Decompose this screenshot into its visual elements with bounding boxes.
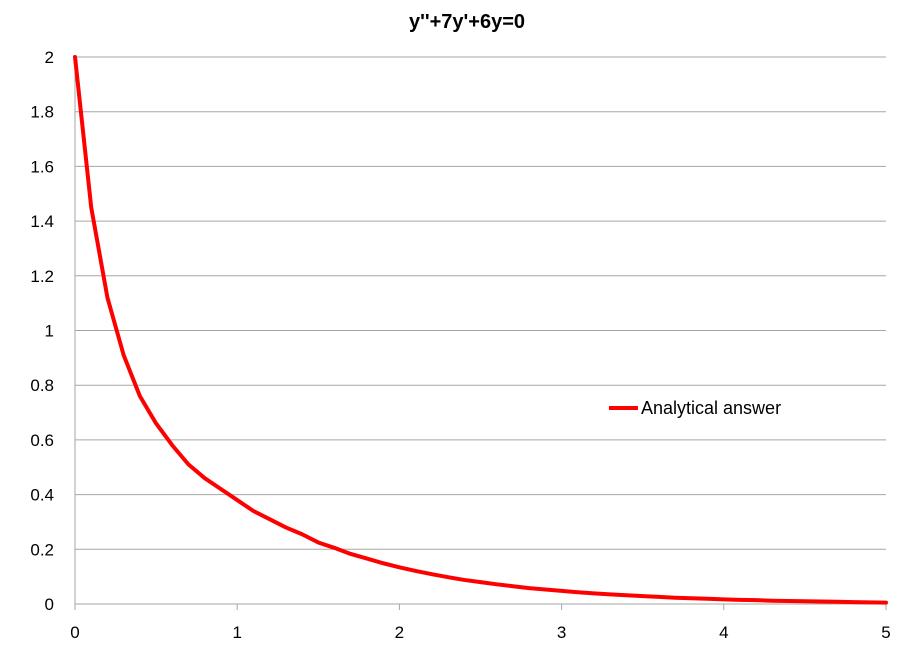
x-tick-label: 1: [232, 623, 241, 642]
y-tick-label: 0.2: [30, 540, 54, 559]
y-tick-label: 1.4: [30, 212, 54, 231]
x-tick-label: 5: [881, 623, 890, 642]
x-tick-label: 4: [719, 623, 728, 642]
legend: Analytical answer: [609, 398, 781, 418]
y-tick-label: 1.2: [30, 267, 54, 286]
y-tick-label: 0: [45, 595, 54, 614]
series-layer: [73, 55, 888, 605]
axes: 0 0.2 0.4 0.6 0.8 1 1.2 1.4 1.6 1.8 2 0 1 2 3 4 5: [30, 48, 890, 642]
legend-label: Analytical answer: [641, 398, 781, 418]
x-tick-label: 2: [395, 623, 404, 642]
y-tick-label: 0.8: [30, 376, 54, 395]
x-tick-label: 3: [557, 623, 566, 642]
series-line-analytical-answer: [73, 55, 888, 605]
y-tick-label: 1: [45, 322, 54, 341]
x-tick-label: 0: [70, 623, 79, 642]
chart-title: y''+7y'+6y=0: [409, 11, 525, 33]
y-tick-label: 2: [45, 48, 54, 67]
grid-lines: [75, 56, 886, 550]
y-tick-label: 0.6: [30, 431, 54, 450]
y-tick-label: 1.8: [30, 103, 54, 122]
y-tick-label: 0.4: [30, 486, 54, 505]
y-tick-label: 1.6: [30, 157, 54, 176]
